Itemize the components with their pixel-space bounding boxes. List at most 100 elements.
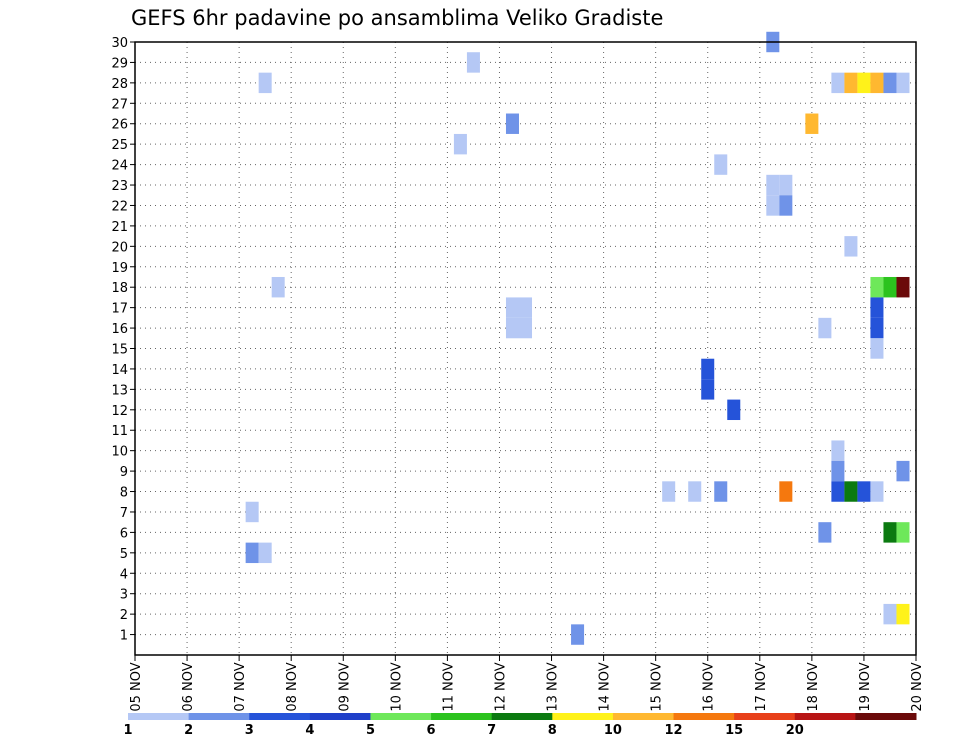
y-tick-label: 8 (120, 486, 128, 501)
legend-swatch (612, 713, 675, 720)
chart-title: GEFS 6hr padavine po ansamblima Veliko G… (131, 6, 664, 30)
legend-label: 20 (786, 723, 804, 738)
heatmap-cell (518, 297, 533, 318)
heatmap-cell (453, 133, 467, 155)
heatmap-cell (896, 72, 910, 94)
heatmap-cell (688, 481, 702, 502)
legend-label: 1 (123, 723, 132, 738)
legend-swatch (128, 713, 190, 720)
legend-swatch (673, 713, 735, 720)
y-tick-label: 15 (111, 343, 128, 358)
legend-swatch (309, 713, 371, 720)
heatmap-cell (518, 317, 533, 339)
y-tick-label: 18 (111, 281, 128, 296)
heatmap-cell (883, 522, 897, 543)
legend-label: 12 (664, 723, 682, 738)
heatmap-cell (779, 195, 793, 216)
x-tick-label: 14 NOV (598, 662, 613, 711)
x-tick-label: 11 NOV (441, 662, 456, 711)
y-tick-label: 29 (111, 56, 128, 71)
heatmap-cell (831, 460, 845, 482)
y-tick-label: 21 (111, 220, 128, 235)
legend-label: 3 (245, 723, 254, 738)
y-tick-label: 2 (120, 608, 128, 623)
heatmap-cell (766, 174, 780, 196)
heatmap-cell (870, 297, 884, 318)
legend-swatch (431, 713, 493, 720)
heatmap-cell (883, 72, 897, 94)
heatmap-cell (831, 440, 845, 461)
heatmap-cell (701, 379, 715, 400)
y-tick-label: 17 (111, 302, 128, 317)
heatmap-cell (857, 72, 871, 94)
legend-label: 4 (305, 723, 314, 738)
legend-swatch (734, 713, 796, 720)
x-tick-label: 13 NOV (546, 662, 561, 711)
x-tick-label: 20 NOV (910, 662, 925, 711)
heatmap-cell (766, 195, 780, 216)
heatmap-cell (870, 338, 884, 359)
y-tick-label: 4 (120, 567, 128, 582)
heatmap-cell (466, 52, 480, 73)
x-tick-label: 16 NOV (702, 662, 717, 711)
y-tick-label: 14 (111, 363, 128, 378)
heatmap-cell (818, 317, 832, 339)
legend-swatch (188, 713, 250, 720)
heatmap-cell (662, 481, 676, 502)
legend-label: 15 (725, 723, 743, 738)
y-tick-label: 12 (111, 404, 128, 419)
heatmap-cell (701, 358, 715, 380)
heatmap-cell (258, 542, 272, 564)
heatmap-cell (896, 460, 910, 482)
y-tick-label: 6 (120, 526, 128, 541)
y-tick-label: 27 (111, 97, 128, 112)
legend-label: 6 (427, 723, 436, 738)
y-tick-label: 9 (120, 465, 128, 480)
y-tick-label: 1 (120, 629, 128, 644)
y-tick-label: 7 (120, 506, 128, 521)
legend-label: 2 (184, 723, 193, 738)
x-tick-label: 18 NOV (806, 662, 821, 711)
legend-label: 8 (548, 723, 557, 738)
heatmap-cell (571, 624, 585, 645)
heatmap-cell (727, 399, 741, 421)
legend-label: 5 (366, 723, 375, 738)
y-tick-label: 26 (111, 118, 128, 133)
y-tick-label: 30 (111, 36, 128, 51)
y-tick-label: 13 (111, 383, 128, 398)
heatmap-cell (831, 481, 845, 502)
x-tick-label: 19 NOV (858, 662, 873, 711)
y-tick-label: 3 (120, 588, 128, 603)
heatmap-cell (844, 481, 858, 502)
y-tick-label: 19 (111, 261, 128, 276)
heatmap-cell (258, 72, 272, 94)
heatmap-cell (714, 154, 728, 175)
heatmap-cell (271, 276, 285, 298)
heatmap-cell (870, 72, 884, 94)
y-tick-label: 23 (111, 179, 128, 194)
x-tick-label: 06 NOV (181, 662, 196, 711)
heatmap-cell (883, 276, 897, 298)
heatmap-cell (896, 603, 910, 625)
x-tick-label: 08 NOV (285, 662, 300, 711)
heatmap-cell (805, 113, 819, 134)
x-tick-label: 15 NOV (650, 662, 665, 711)
x-tick-label: 10 NOV (389, 662, 404, 711)
legend-swatch (552, 713, 614, 720)
y-tick-label: 28 (111, 77, 128, 92)
legend-swatch (794, 713, 856, 720)
heatmap-cell (779, 481, 793, 502)
y-tick-label: 11 (111, 424, 128, 439)
heatmap-cell (831, 72, 845, 94)
heatmap-cell (779, 174, 793, 196)
heatmap-cell (505, 113, 519, 134)
heatmap-cell (818, 522, 832, 543)
x-tick-label: 07 NOV (233, 662, 248, 711)
x-tick-label: 12 NOV (493, 662, 508, 711)
y-tick-label: 20 (111, 240, 128, 255)
legend-swatch (491, 713, 553, 720)
legend-swatch (249, 713, 311, 720)
heatmap-cell (896, 522, 910, 543)
x-tick-label: 17 NOV (754, 662, 769, 711)
y-tick-label: 22 (111, 199, 128, 214)
